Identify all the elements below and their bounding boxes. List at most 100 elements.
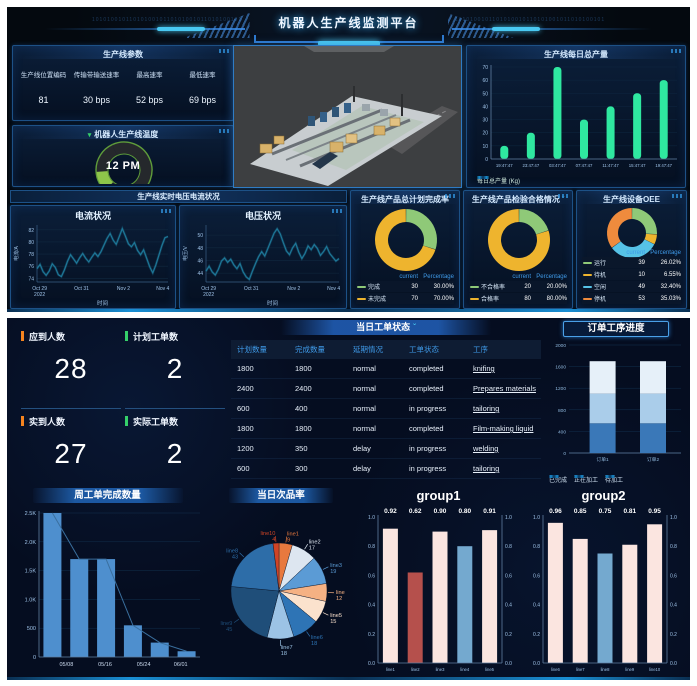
stat-value: 28 [54,353,88,384]
svg-text:0.95: 0.95 [648,508,661,515]
legend-name: 不合格率 [481,285,506,291]
table-row: 600 400 normal in progress tailoring [231,399,541,419]
stat-card-计划工单数: 计划工单数 2 [125,324,225,402]
svg-text:0: 0 [485,157,488,163]
weekly-orders-bar-chart[interactable]: 0 500 1.0K 1.5K 2.0K 2.5K 05/08 05/16 05/24 06/01 [9,503,206,673]
svg-text:Nov 2: Nov 2 [117,286,130,292]
svg-text:0.85: 0.85 [574,508,587,515]
svg-text:Nov 2: Nov 2 [287,286,300,292]
svg-text:2022: 2022 [34,292,45,298]
svg-text:line4: line4 [460,667,470,672]
panel-plan-completion: 生产线产品总计划完成率 current Percentage 完成 30 30.00% 未… [350,190,460,309]
group1-bar-chart[interactable]: 0.0 0.0 0.2 0.2 0.4 0.4 0.6 0.6 0.8 0.8 1.0 1.0 0.92… [356,503,521,675]
oee-donut[interactable] [577,204,688,260]
table-cell: 600 [237,464,250,473]
svg-text:40: 40 [482,104,488,110]
chart-title: group2 [581,488,626,503]
process-link[interactable]: tailoring [473,464,500,473]
oee-legend[interactable]: current Percentage 运行 39 26.02% 待机 10 6.55% 空闲 49… [582,250,681,305]
svg-text:50: 50 [482,91,488,97]
svg-text:20: 20 [482,131,488,137]
order-progress-legend[interactable]: 已完成 正在加工 待加工 [549,475,687,484]
table-cell: delay [353,464,371,473]
svg-text:2022: 2022 [203,292,214,298]
svg-text:1600: 1600 [555,365,566,371]
panel-title: 生产线设备OEE [577,191,686,204]
svg-text:电流/A: 电流/A [13,245,20,260]
panel-title: 电流状况 [74,211,111,221]
dropdown-icon[interactable]: ˇ [561,197,565,204]
chart-title: group1 [416,488,461,503]
svg-text:Nov 4: Nov 4 [327,286,340,292]
table-cell: in progress [409,404,447,413]
table-cell: 600 [237,404,250,413]
parameter-value: 81 [38,95,49,105]
svg-text:1.5K: 1.5K [25,569,37,575]
legend-percentage: 35.03% [660,295,681,302]
parameter-label: 生产线位置编码 [20,72,67,79]
table-header-row: 计划数量 完成数量 延期情况 工单状态 工序 [231,340,541,359]
svg-text:Nov 4: Nov 4 [156,286,169,292]
process-link[interactable]: tailoring [473,404,500,413]
legend-row[interactable]: 合格率 80 80.00% [469,293,567,304]
defect-rate-pie-chart[interactable]: line1 9 line2 17 line3 19 line 12 line5 15 line6 18… [208,503,354,675]
stat-card-应到人数: 应到人数 28 [21,324,121,402]
svg-text:60: 60 [482,78,488,84]
svg-text:0.96: 0.96 [549,508,562,515]
group2-bar-chart[interactable]: 0.0 0.0 0.2 0.2 0.4 0.4 0.6 0.6 0.8 0.8 1.0 1.0 0.96… [521,503,686,675]
legend-row[interactable]: 不合格率 20 20.00% [469,281,567,292]
qc-pass-donut[interactable] [464,204,574,272]
order-progress-stacked-chart[interactable]: 0 400 800 1200 1600 2000 订单1 订单2 [545,337,687,465]
parameter-item: 传输带输送速率 30 bps [70,63,123,105]
legend-row[interactable]: 空闲 49 32.40% [582,281,681,292]
daily-output-legend[interactable]: 每日总产量 (Kg) [477,176,520,185]
process-link[interactable]: Film-making liquid [473,424,534,433]
process-link[interactable]: knifing [473,364,495,373]
legend-item[interactable]: 待加工 [605,475,623,484]
table-cell: normal [353,424,376,433]
table-cell: completed [409,364,444,373]
legend-row[interactable]: 完成 30 30.00% [356,281,454,292]
svg-text:line8: line8 [601,667,611,672]
legend-row[interactable]: 运行 39 26.02% [582,257,681,268]
table-cell: 1800 [237,424,254,433]
legend-item[interactable]: 正在加工 [574,475,598,484]
process-link[interactable]: Prepares materials [473,384,536,393]
legend-row[interactable]: 停机 53 35.03% [582,293,681,304]
table-row: 2400 2400 normal completed Prepares material… [231,379,541,399]
table-cell: normal [353,384,376,393]
svg-text:0.92: 0.92 [384,508,397,515]
svg-text:Oct 31: Oct 31 [244,286,259,292]
process-link[interactable]: welding [473,444,499,453]
legend-current: 39 [638,259,645,266]
panel-title: 周工单完成数量 [32,488,183,503]
factory-3d-view[interactable] [233,45,462,188]
svg-text:10: 10 [482,144,488,150]
legend-name: 运行 [594,261,607,267]
table-cell: in progress [409,444,447,453]
legend-marker [477,176,489,179]
parameter-value: 69 bps [188,95,217,105]
legend-row[interactable]: 待机 10 6.55% [582,269,681,280]
svg-text:2000: 2000 [555,343,566,349]
table-cell: normal [353,404,376,413]
panel-voltage-status: 电压状况 44 46 48 50 Oct 29 2022 Oct 31 Nov 2 Nov 4 电… [179,205,347,309]
legend-row[interactable]: 未完成 70 70.00% [356,293,454,304]
svg-text:电压/V: 电压/V [182,245,189,260]
stat-value: 27 [54,438,88,469]
work-order-title[interactable]: 当日工单状态 ˇ [281,320,491,335]
qc-pass-legend[interactable]: current Percentage 不合格率 20 20.00% 合格率 80 80.00% [469,274,567,305]
legend-item[interactable]: 每日总产量 (Kg) [477,176,520,185]
daily-output-bar-chart[interactable]: 0 10 20 30 40 50 60 70 19:47:47 23:47:47 03:47:47 0… [467,59,685,175]
plan-completion-donut[interactable] [351,204,461,272]
table-cell: delay [353,444,371,453]
plan-completion-legend[interactable]: current Percentage 完成 30 30.00% 未完成 70 70.00% [356,274,454,305]
legend-item[interactable]: 已完成 [549,475,567,484]
